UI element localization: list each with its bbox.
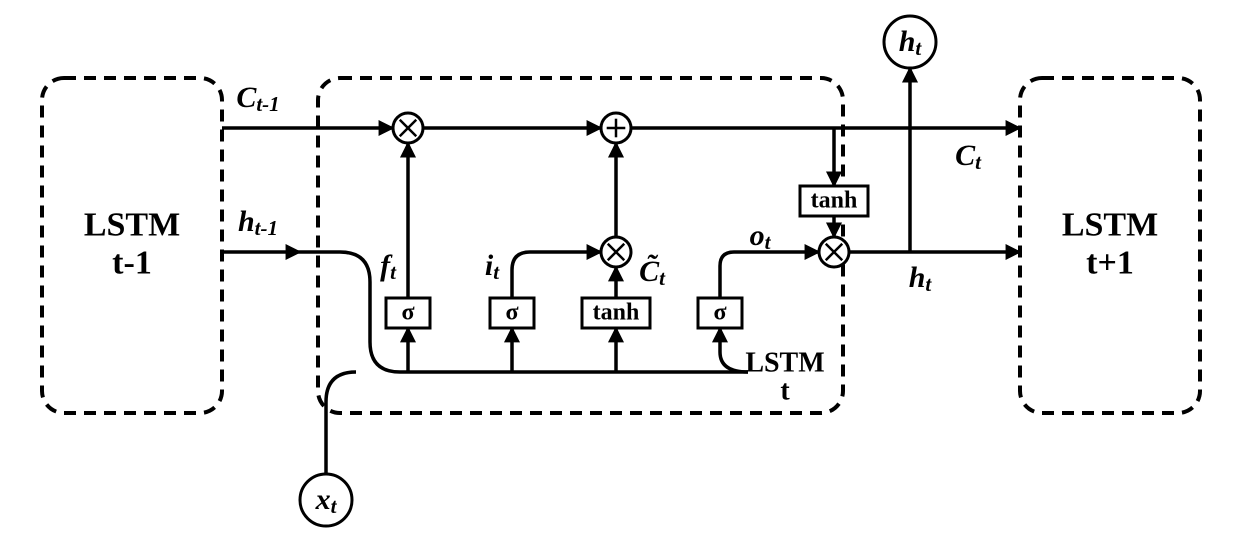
gate-ctild-label: tanh bbox=[593, 300, 640, 326]
label-C_next: Ct bbox=[955, 139, 982, 174]
gate-f-label: σ bbox=[401, 300, 414, 326]
wire-i-to-mult bbox=[512, 252, 601, 298]
gate-i-label: σ bbox=[505, 300, 518, 326]
lstm-cell-cur-label1: LSTM bbox=[745, 347, 824, 378]
label-h_next: ht bbox=[909, 261, 933, 296]
gate-tanh2-label: tanh bbox=[811, 188, 858, 214]
lstm-cell-cur-label2: t bbox=[780, 375, 790, 406]
label-o: ot bbox=[750, 219, 772, 254]
wire-x-in bbox=[326, 372, 356, 474]
label-Ctilde: C̃t bbox=[639, 254, 666, 290]
gate-o-label: σ bbox=[713, 300, 726, 326]
label-i: it bbox=[485, 249, 500, 284]
lstm-cell-next-label2: t+1 bbox=[1086, 244, 1134, 281]
lstm-cell-prev-label1: LSTM bbox=[84, 206, 180, 243]
lstm-cell-next-label1: LSTM bbox=[1062, 206, 1158, 243]
wire-o-to-multoh bbox=[720, 252, 819, 298]
label-h_prev: ht-1 bbox=[238, 205, 278, 240]
label-C_prev: Ct-1 bbox=[236, 81, 279, 116]
label-f: ft bbox=[380, 249, 397, 284]
wire-riser-o bbox=[720, 328, 748, 372]
lstm-cell-prev-label2: t-1 bbox=[112, 244, 152, 281]
